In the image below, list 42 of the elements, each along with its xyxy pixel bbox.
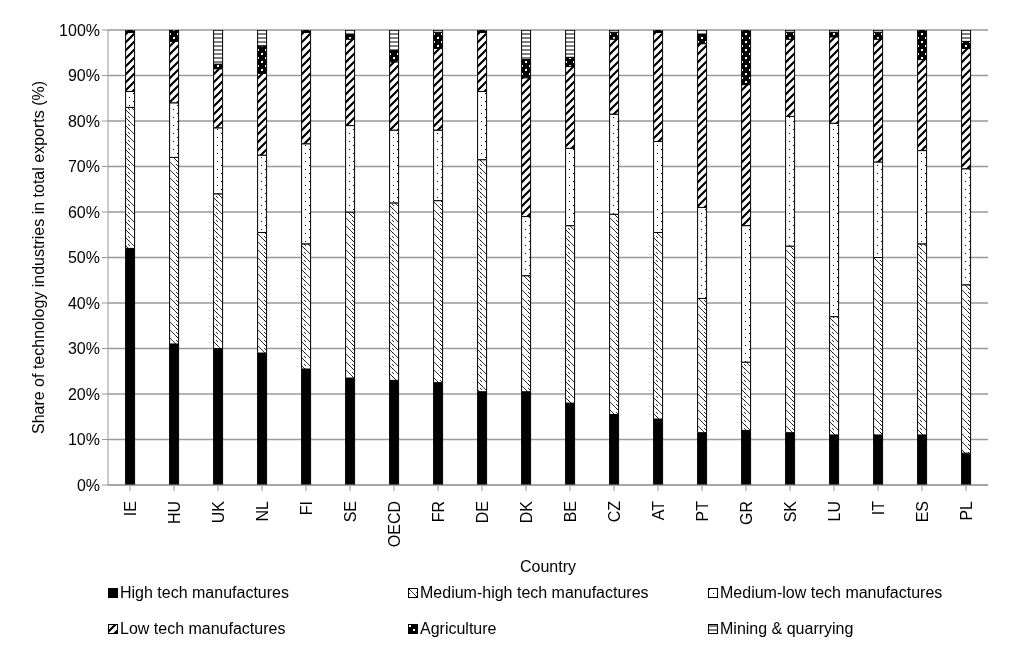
legend-label: Agriculture	[420, 620, 497, 638]
x-tick-label: IT	[869, 500, 887, 516]
x-tick-label: FI	[297, 501, 315, 516]
x-tick-label: DK	[517, 500, 535, 524]
y-tick-label: 40%	[67, 294, 100, 312]
x-tick-label: PL	[957, 500, 975, 521]
legend-label: High tech manufactures	[120, 584, 289, 602]
x-tick-label: CZ	[605, 500, 623, 523]
y-tick-label: 30%	[67, 340, 100, 358]
x-tick-label: GR	[737, 501, 755, 525]
y-tick-label: 90%	[67, 67, 100, 85]
y-tick-label: 100%	[59, 21, 100, 39]
x-tick-label: OECD	[385, 501, 403, 548]
legend-label: Low tech manufactures	[120, 620, 286, 638]
x-tick-label: PT	[693, 500, 711, 522]
x-tick-label: AT	[649, 500, 667, 521]
legend-label: Medium-low tech manufactures	[720, 584, 943, 602]
x-tick-label: DE	[473, 501, 491, 524]
y-tick-label: 20%	[67, 385, 100, 403]
x-tick-label: FR	[429, 501, 447, 523]
legend-label: Medium-high tech manufactures	[420, 584, 649, 602]
legend-label: Mining & quarrying	[720, 620, 854, 638]
y-tick-label: 10%	[67, 431, 100, 449]
bar	[213, 30, 224, 65]
y-tick-label: 0%	[76, 476, 100, 494]
x-tick-label: ES	[913, 501, 931, 523]
x-tick-label: IE	[121, 501, 139, 517]
x-tick-label: SE	[341, 501, 359, 523]
x-tick-label: HU	[165, 501, 183, 525]
y-tick-label: 70%	[67, 158, 100, 176]
x-tick-label: UK	[209, 500, 227, 524]
x-tick-label: NL	[253, 500, 271, 522]
x-tick-label: SK	[781, 500, 799, 523]
x-tick-label: LU	[825, 501, 843, 522]
x-axis-title: Country	[519, 558, 577, 575]
x-tick-label: BE	[561, 501, 579, 523]
y-axis-title: Share of technology industries in total exports (%)	[29, 80, 47, 435]
bar	[829, 30, 840, 33]
y-tick-label: 80%	[67, 112, 100, 130]
y-tick-label: 60%	[67, 203, 100, 221]
y-tick-label: 50%	[67, 249, 100, 267]
bar	[345, 30, 356, 36]
